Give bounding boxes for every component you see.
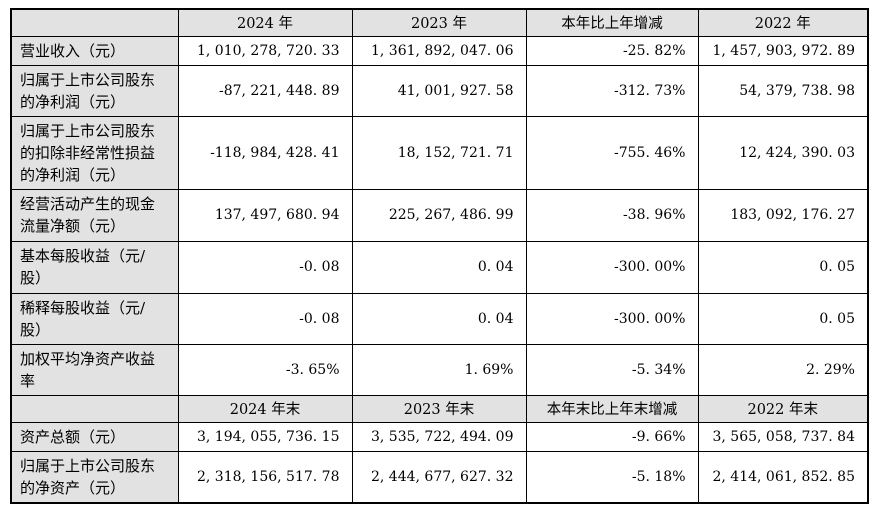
cell-value: -5. 34% [525,343,699,396]
cell-value: 1, 361, 892, 047. 06 [351,35,527,66]
cell-value: -300. 00% [525,292,699,345]
col-header-2023: 2023 年 [351,8,527,37]
header-corner-cell [10,8,179,37]
table-row-header-year-end: 2024 年末 2023 年末 本年末比上年末增减 2022 年末 [10,394,869,423]
cell-value: -300. 00% [525,240,699,294]
col-header-2023-end: 2023 年末 [351,394,527,423]
row-label: 归属于上市公司股东的净利润（元） [10,64,179,117]
row-label: 归属于上市公司股东的扣除非经常性损益的净利润（元） [10,115,179,190]
row-label: 基本每股收益（元/股） [10,240,179,294]
row-label: 加权平均净资产收益率 [10,343,179,396]
cell-value: 2. 29% [697,343,869,396]
row-label: 营业收入（元） [10,35,179,66]
cell-value: 3, 535, 722, 494. 09 [351,421,527,452]
cell-value: 12, 424, 390. 03 [697,115,869,190]
cell-value: 225, 267, 486. 99 [351,188,527,242]
row-label: 归属于上市公司股东的净资产（元） [10,450,179,504]
cell-value: -25. 82% [525,35,699,66]
cell-value: 54, 379, 738. 98 [697,64,869,117]
cell-value: -0. 08 [177,292,353,345]
cell-value: 183, 092, 176. 27 [697,188,869,242]
financial-summary-table: 2024 年 2023 年 本年比上年增减 2022 年 营业收入（元） 1, … [10,8,869,504]
row-label: 经营活动产生的现金流量净额（元） [10,188,179,242]
table-row-operating-cash-flow: 经营活动产生的现金流量净额（元） 137, 497, 680. 94 225, … [10,188,869,242]
cell-value: 2, 318, 156, 517. 78 [177,450,353,504]
col-header-yoy-change: 本年比上年增减 [525,8,699,37]
header-corner-cell [10,394,179,423]
cell-value: 1, 010, 278, 720. 33 [177,35,353,66]
cell-value: 0. 04 [351,240,527,294]
table-row-basic-eps: 基本每股收益（元/股） -0. 08 0. 04 -300. 00% 0. 05 [10,240,869,294]
cell-value: -87, 221, 448. 89 [177,64,353,117]
table-row-weighted-avg-roe: 加权平均净资产收益率 -3. 65% 1. 69% -5. 34% 2. 29% [10,343,869,396]
cell-value: -0. 08 [177,240,353,294]
cell-value: 41, 001, 927. 58 [351,64,527,117]
cell-value: -38. 96% [525,188,699,242]
cell-value: 137, 497, 680. 94 [177,188,353,242]
cell-value: 18, 152, 721. 71 [351,115,527,190]
row-label: 资产总额（元） [10,421,179,452]
cell-value: 1. 69% [351,343,527,396]
cell-value: 2, 444, 677, 627. 32 [351,450,527,504]
table-row-header-annual: 2024 年 2023 年 本年比上年增减 2022 年 [10,8,869,37]
cell-value: 0. 05 [697,292,869,345]
cell-value: 0. 04 [351,292,527,345]
table-row-revenue: 营业收入（元） 1, 010, 278, 720. 33 1, 361, 892… [10,35,869,66]
cell-value: 1, 457, 903, 972. 89 [697,35,869,66]
cell-value: -5. 18% [525,450,699,504]
col-header-2024: 2024 年 [177,8,353,37]
cell-value: -755. 46% [525,115,699,190]
table-row-total-assets: 资产总额（元） 3, 194, 055, 736. 15 3, 535, 722… [10,421,869,452]
cell-value: 3, 565, 058, 737. 84 [697,421,869,452]
col-header-2024-end: 2024 年末 [177,394,353,423]
table-row-diluted-eps: 稀释每股收益（元/股） -0. 08 0. 04 -300. 00% 0. 05 [10,292,869,345]
table-row-net-profit: 归属于上市公司股东的净利润（元） -87, 221, 448. 89 41, 0… [10,64,869,117]
cell-value: 3, 194, 055, 736. 15 [177,421,353,452]
cell-value: 0. 05 [697,240,869,294]
cell-value: -118, 984, 428. 41 [177,115,353,190]
cell-value: 2, 414, 061, 852. 85 [697,450,869,504]
col-header-2022: 2022 年 [697,8,869,37]
table-row-net-profit-excl-nonrecurring: 归属于上市公司股东的扣除非经常性损益的净利润（元） -118, 984, 428… [10,115,869,190]
cell-value: -3. 65% [177,343,353,396]
table-row-net-assets: 归属于上市公司股东的净资产（元） 2, 318, 156, 517. 78 2,… [10,450,869,504]
col-header-2022-end: 2022 年末 [697,394,869,423]
cell-value: -312. 73% [525,64,699,117]
col-header-year-end-change: 本年末比上年末增减 [525,394,699,423]
cell-value: -9. 66% [525,421,699,452]
row-label: 稀释每股收益（元/股） [10,292,179,345]
